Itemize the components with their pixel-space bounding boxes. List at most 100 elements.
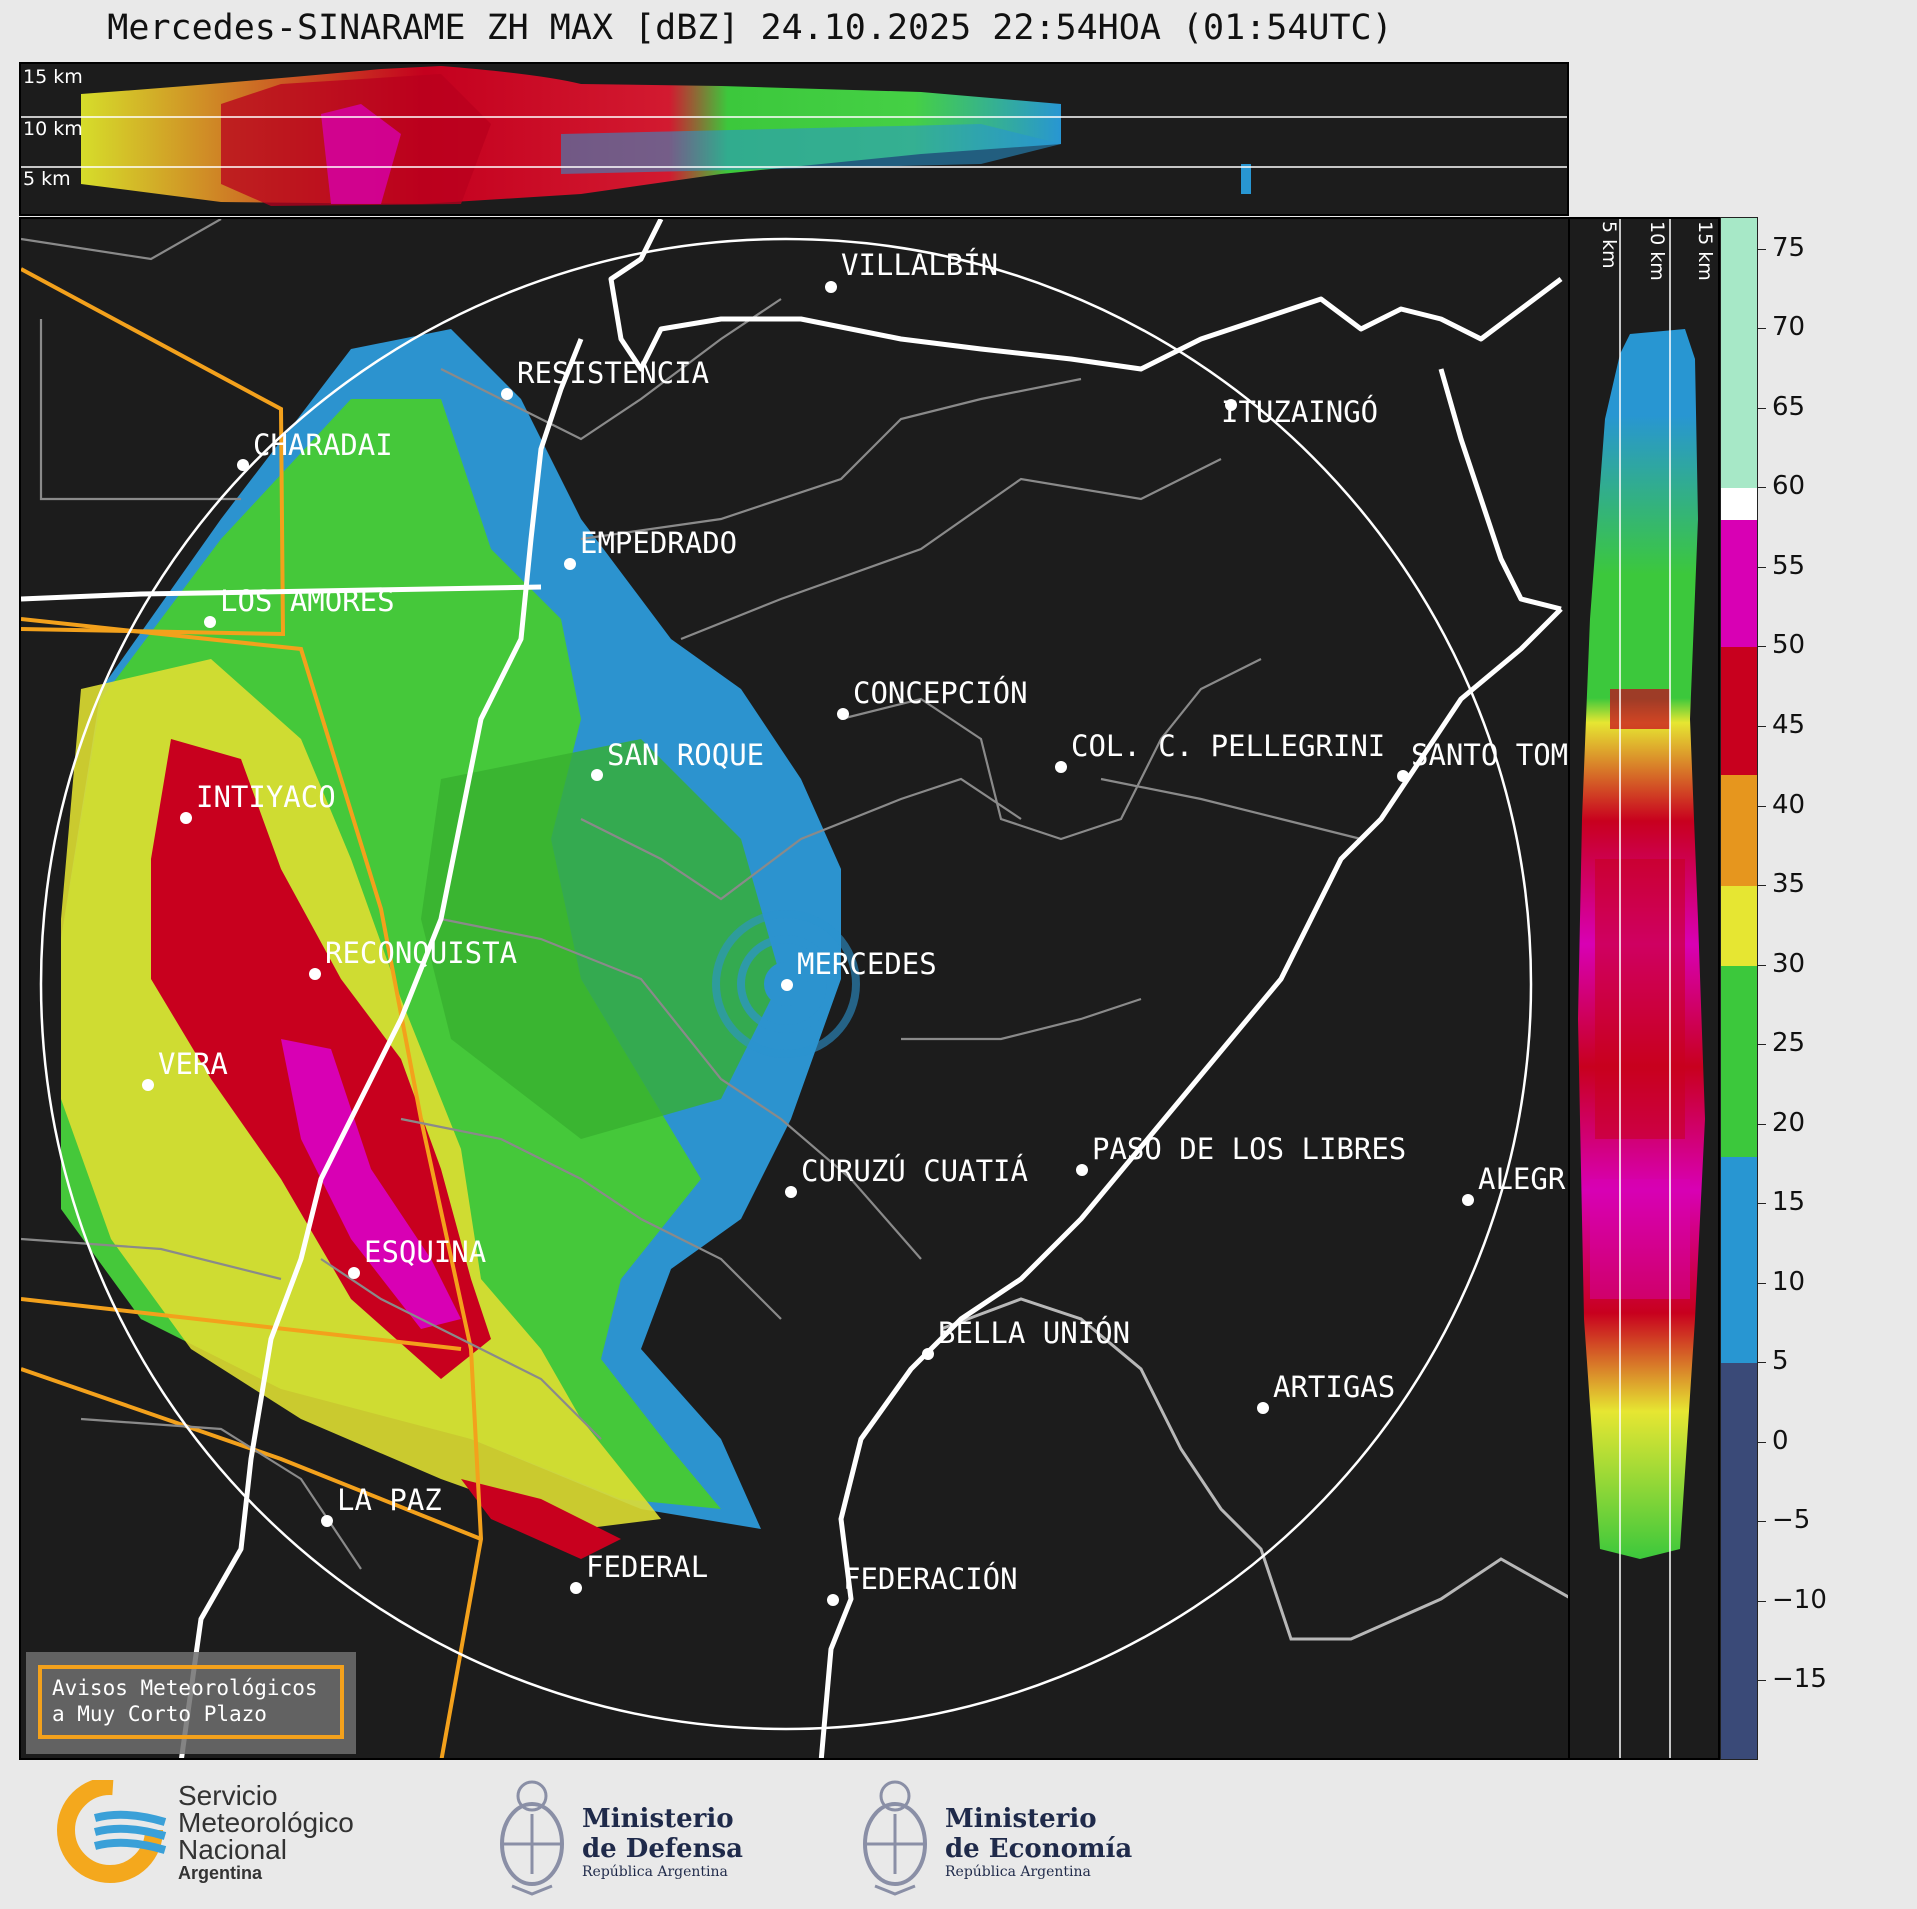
height-label-15km: 15 km: [23, 66, 83, 88]
colorbar-tick-label: 5: [1772, 1346, 1789, 1377]
colorbar-band: [1721, 488, 1757, 521]
economia-line-1: Ministerio: [945, 1804, 1097, 1834]
city-label-federacion: FEDERACIÓN: [843, 1562, 1018, 1596]
colorbar-tick: [1758, 566, 1766, 568]
colorbar-tick: [1758, 646, 1766, 648]
colorbar-tick: [1758, 805, 1766, 807]
colorbar: [1720, 217, 1758, 1760]
side-cross-section-image: [1578, 219, 1705, 1758]
city-marker: [570, 1582, 582, 1594]
city-marker: [827, 1594, 839, 1606]
echo-magenta-region: [281, 1039, 461, 1329]
range-ring: [39, 237, 1533, 1731]
colorbar-band: [1721, 1363, 1757, 1759]
height-label-10km: 10 km: [1646, 221, 1668, 281]
colorbar-tick: [1758, 1600, 1766, 1602]
colorbar-tick-label: 55: [1772, 550, 1806, 581]
city-marker: [785, 1186, 797, 1198]
city-marker: [1076, 1164, 1088, 1176]
smn-line-3: Nacional: [178, 1834, 287, 1865]
city-marker: [1257, 1402, 1269, 1414]
city-label-santo-tome: SANTO TOM: [1411, 738, 1568, 772]
river-uruguay: [818, 607, 1563, 1758]
city-label-ituzaingo: ITUZAINGÓ: [1221, 395, 1378, 429]
city-marker: [1462, 1194, 1474, 1206]
city-marker: [591, 769, 603, 781]
colorbar-band: [1721, 965, 1757, 1157]
city-marker: [309, 968, 321, 980]
city-label-empedrado: EMPEDRADO: [580, 526, 737, 560]
colorbar-tick: [1758, 328, 1766, 330]
city-marker: [1225, 399, 1237, 411]
colorbar-tick: [1758, 1680, 1766, 1682]
colorbar-tick-label: 25: [1772, 1028, 1806, 1059]
colorbar-band: [1721, 218, 1757, 489]
city-label-bella-union: BELLA UNIÓN: [938, 1316, 1130, 1350]
height-label-5km: 5 km: [23, 168, 71, 190]
colorbar-tick-label: 20: [1772, 1107, 1806, 1138]
economia-line-3: República Argentina: [945, 1864, 1091, 1880]
height-label-10km: 10 km: [23, 118, 83, 140]
footer-logos: Servicio Meteorológico Nacional Argentin…: [0, 1760, 1917, 1909]
defensa-line-3: República Argentina: [582, 1864, 728, 1880]
colorbar-tick-label: −5: [1772, 1505, 1811, 1536]
colorbar-tick-label: 10: [1772, 1266, 1806, 1297]
smn-line-2: Meteorológico: [178, 1807, 354, 1838]
city-label-resistencia: RESISTENCIA: [517, 356, 709, 390]
colorbar-tick-label: 15: [1772, 1187, 1806, 1218]
colorbar-tick: [1758, 487, 1766, 489]
warning-box[interactable]: Avisos Meteorológicos a Muy Corto Plazo: [26, 1652, 356, 1754]
radar-site-ring-outer: [712, 910, 860, 1058]
city-label-san-roque: SAN ROQUE: [607, 738, 764, 772]
colorbar-tick-label: 40: [1772, 789, 1806, 820]
colorbar-tick-label: −10: [1772, 1584, 1827, 1615]
city-label-intiyaco: INTIYACO: [196, 780, 336, 814]
colorbar-tick-label: 50: [1772, 630, 1806, 661]
radar-map[interactable]: VILLALBÍN RESISTENCIA ITUZAINGÓ CHARADAI…: [19, 217, 1570, 1760]
economia-line-2: de Economía: [945, 1834, 1133, 1864]
warning-line-2: a Muy Corto Plazo: [52, 1702, 267, 1726]
colorbar-tick-label: 65: [1772, 391, 1806, 422]
colorbar-tick: [1758, 964, 1766, 966]
city-label-reconquista: RECONQUISTA: [325, 936, 517, 970]
colorbar-band: [1721, 647, 1757, 775]
city-label-federal: FEDERAL: [586, 1550, 708, 1584]
city-label-mercedes: MERCEDES: [797, 947, 937, 981]
height-label-5km: 5 km: [1598, 221, 1620, 269]
city-marker: [204, 616, 216, 628]
city-marker: [922, 1348, 934, 1360]
coat-of-arms-icon: [500, 1780, 564, 1896]
warning-line-1: Avisos Meteorológicos: [52, 1676, 318, 1700]
colorbar-band: [1721, 1156, 1757, 1364]
colorbar-tick: [1758, 885, 1766, 887]
colorbar-band: [1721, 886, 1757, 966]
city-marker: [180, 812, 192, 824]
colorbar-tick-label: 45: [1772, 710, 1806, 741]
colorbar-tick: [1758, 1123, 1766, 1125]
city-marker: [237, 459, 249, 471]
colorbar-tick: [1758, 1203, 1766, 1205]
city-marker: [825, 281, 837, 293]
defensa-line-1: Ministerio: [582, 1804, 734, 1834]
city-label-paso-de-los-libres: PASO DE LOS LIBRES: [1092, 1132, 1406, 1166]
colorbar-tick-label: 75: [1772, 232, 1806, 263]
colorbar-tick: [1758, 1441, 1766, 1443]
river-parana: [608, 219, 1563, 372]
colorbar-tick: [1758, 407, 1766, 409]
city-label-curuzu-cuatia: CURUZÚ CUATIÁ: [801, 1154, 1028, 1188]
colorbar-tick: [1758, 1521, 1766, 1523]
city-label-esquina: ESQUINA: [364, 1235, 486, 1269]
city-label-alegrete: ALEGR: [1478, 1162, 1566, 1196]
city-label-vera: VERA: [158, 1047, 228, 1081]
city-label-los-amores: LOS AMORES: [220, 584, 395, 618]
city-label-concepcion: CONCEPCIÓN: [853, 676, 1028, 710]
top-cross-section-panel: 15 km 10 km 5 km: [19, 62, 1569, 216]
smn-line-4: Argentina: [178, 1863, 263, 1883]
colorbar-tick: [1758, 1044, 1766, 1046]
city-marker: [501, 388, 513, 400]
colorbar-tick: [1758, 248, 1766, 250]
colorbar-tick: [1758, 726, 1766, 728]
warning-box-frame: Avisos Meteorológicos a Muy Corto Plazo: [38, 1665, 344, 1739]
chart-title: Mercedes-SINARAME ZH MAX [dBZ] 24.10.202…: [107, 8, 1393, 48]
city-marker: [564, 558, 576, 570]
